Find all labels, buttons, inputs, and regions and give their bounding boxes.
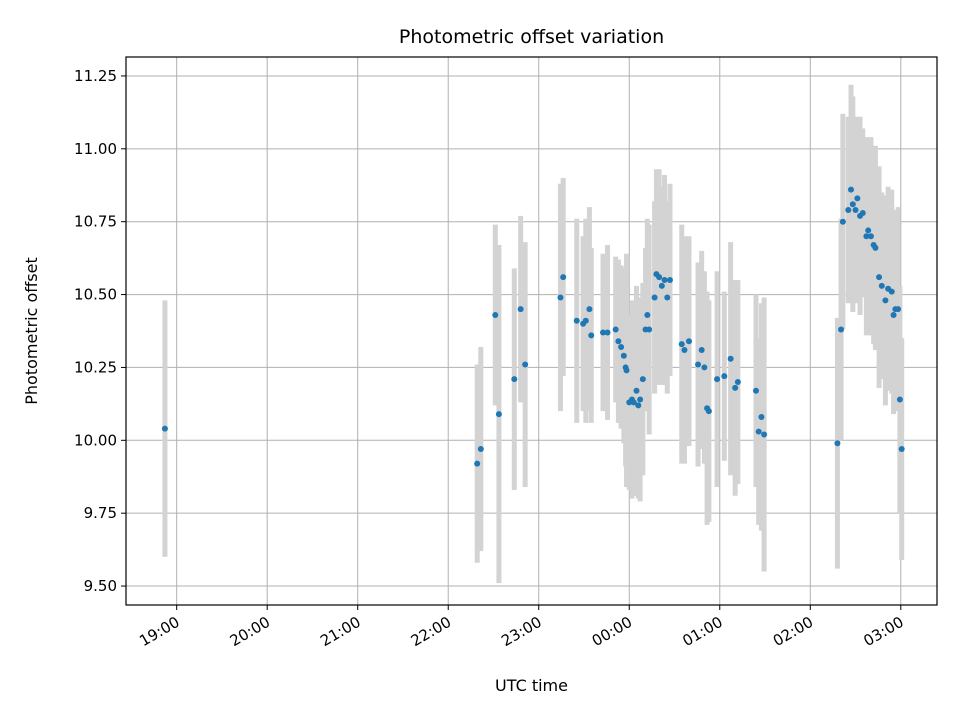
- data-point: [511, 376, 518, 383]
- data-point: [477, 446, 484, 453]
- y-tick-label: 10.25: [74, 358, 117, 376]
- data-point: [695, 361, 702, 368]
- data-point: [615, 338, 622, 345]
- data-point: [705, 408, 712, 415]
- data-point: [848, 186, 855, 193]
- data-point: [849, 201, 856, 208]
- data-point: [839, 218, 846, 225]
- x-tick-label: 03:00: [860, 613, 906, 650]
- data-point: [644, 311, 651, 318]
- data-point: [761, 431, 768, 438]
- data-point: [573, 317, 580, 324]
- data-point: [727, 355, 734, 362]
- data-point: [876, 274, 883, 281]
- data-point: [586, 306, 593, 313]
- data-point: [161, 425, 168, 432]
- data-point: [623, 367, 630, 374]
- y-tick-label: 11.25: [74, 67, 117, 85]
- x-tick-label: 21:00: [317, 613, 363, 650]
- data-point: [495, 411, 502, 418]
- data-point: [661, 276, 668, 283]
- data-point: [678, 341, 685, 348]
- data-point: [898, 446, 905, 453]
- data-point: [604, 329, 611, 336]
- data-point: [637, 396, 644, 403]
- x-tick-label: 22:00: [408, 613, 454, 650]
- data-point: [838, 326, 845, 333]
- data-point: [698, 346, 705, 353]
- data-point: [734, 379, 741, 386]
- x-tick-label: 20:00: [227, 613, 273, 650]
- data-point: [714, 376, 721, 383]
- data-point: [560, 274, 567, 281]
- data-point: [618, 344, 625, 351]
- chart-title: Photometric offset variation: [399, 26, 664, 48]
- data-point: [854, 195, 861, 202]
- data-point: [646, 326, 653, 333]
- x-tick-label: 02:00: [770, 613, 816, 650]
- data-point: [890, 311, 897, 318]
- y-tick-label: 9.50: [84, 577, 117, 595]
- data-point: [630, 399, 637, 406]
- data-point: [681, 346, 688, 353]
- data-point: [588, 332, 595, 339]
- data-point: [752, 387, 759, 394]
- data-point: [878, 282, 885, 289]
- data-point: [755, 428, 762, 435]
- data-point: [666, 276, 673, 283]
- x-tick-label: 01:00: [679, 613, 725, 650]
- data-point: [600, 329, 607, 336]
- x-tick-label: 23:00: [498, 613, 544, 650]
- axis-ticks: 19:00 20:00 21:00 22:00 23:00 00:00 01:00 02:00…: [74, 67, 907, 650]
- data-point: [474, 460, 481, 467]
- data-point: [859, 209, 866, 216]
- data-point: [882, 297, 889, 304]
- data-point: [658, 282, 665, 289]
- data-point: [834, 440, 841, 447]
- data-points: [161, 186, 905, 467]
- data-point: [612, 326, 619, 333]
- data-point: [888, 288, 895, 295]
- y-tick-label: 9.75: [84, 504, 117, 522]
- y-tick-label: 10.00: [74, 431, 117, 449]
- data-point: [492, 311, 499, 318]
- data-point: [852, 207, 859, 214]
- data-point: [557, 294, 564, 301]
- data-point: [865, 227, 872, 234]
- data-point: [620, 352, 627, 359]
- x-tick-label: 00:00: [589, 613, 635, 650]
- data-point: [633, 387, 640, 394]
- data-point: [656, 274, 663, 281]
- data-point: [664, 294, 671, 301]
- data-point: [685, 338, 692, 345]
- x-axis-label: UTC time: [495, 676, 568, 695]
- y-tick-label: 10.50: [74, 286, 117, 304]
- data-point: [651, 294, 658, 301]
- y-tick-label: 10.75: [74, 213, 117, 231]
- plot-frame: [125, 56, 938, 606]
- data-point: [732, 384, 739, 391]
- grid: [126, 57, 937, 605]
- data-point: [517, 306, 524, 313]
- data-point: [896, 396, 903, 403]
- error-bars: [162, 84, 905, 584]
- data-point: [639, 376, 646, 383]
- data-point: [721, 373, 728, 380]
- data-point: [895, 306, 902, 313]
- x-tick-label: 19:00: [136, 613, 182, 650]
- data-point: [701, 364, 708, 371]
- data-point: [635, 402, 642, 409]
- data-point: [872, 244, 879, 251]
- y-axis-label: Photometric offset: [22, 257, 41, 405]
- y-tick-label: 11.00: [74, 140, 117, 158]
- data-point: [863, 233, 870, 240]
- data-point: [845, 207, 852, 214]
- data-point: [522, 361, 529, 368]
- data-point: [582, 317, 589, 324]
- data-point: [758, 413, 765, 420]
- data-point: [867, 233, 874, 240]
